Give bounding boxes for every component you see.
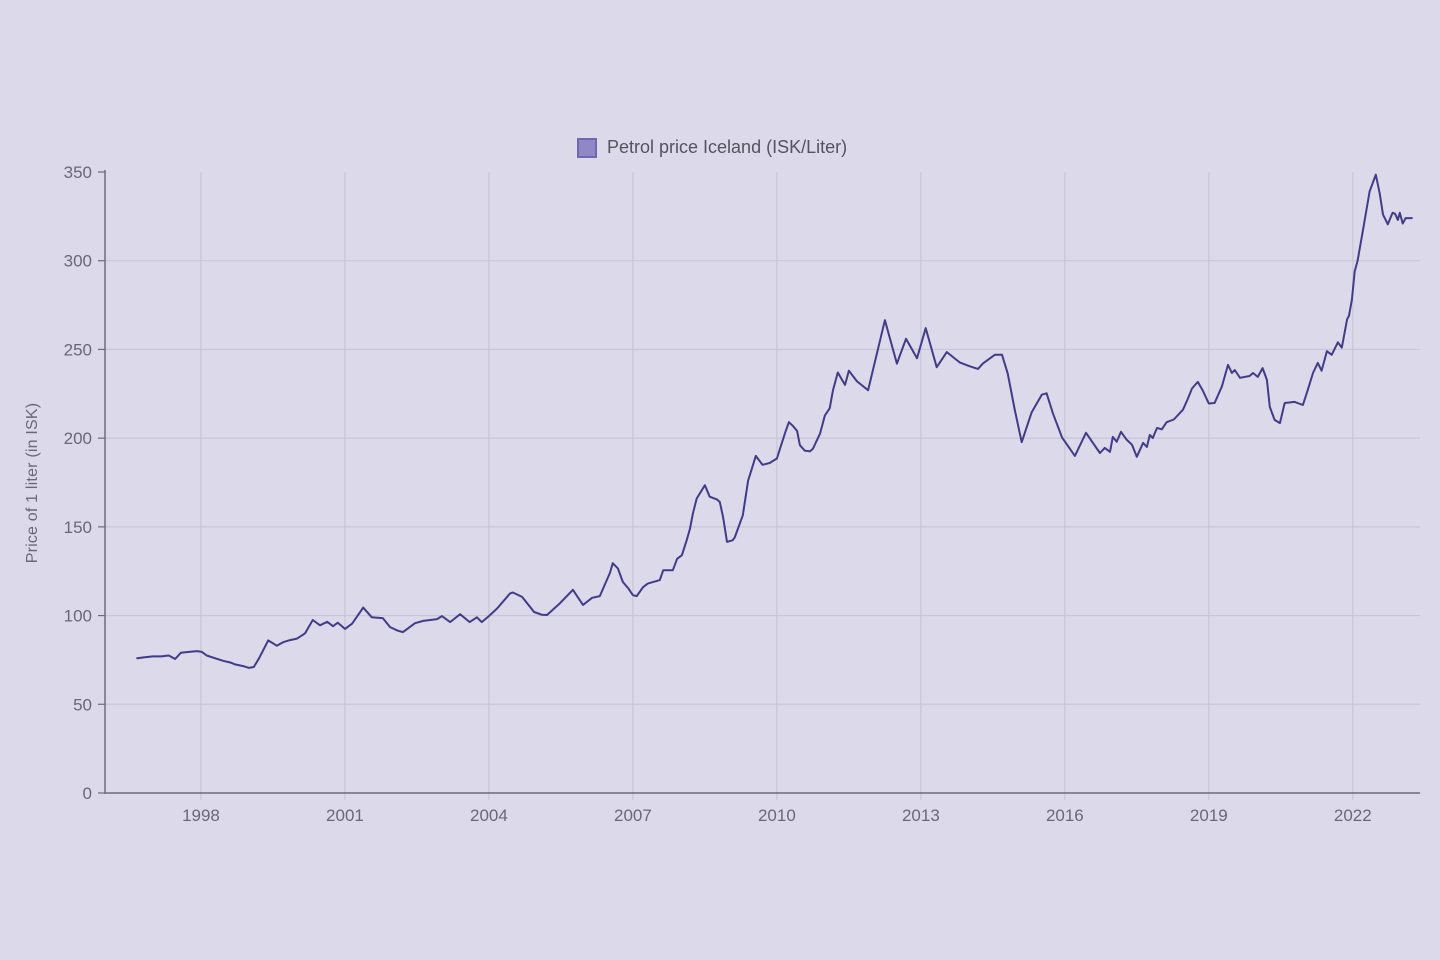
y-tick-label: 250 [64,340,92,359]
x-tick-label: 2001 [326,806,364,825]
x-tick-label: 2007 [614,806,652,825]
y-tick-label: 50 [73,695,92,714]
x-tick-label: 2010 [758,806,796,825]
y-axis-title: Price of 1 liter (in ISK) [24,402,41,564]
price-line [136,173,1413,669]
x-tick-label: 1998 [182,806,220,825]
legend[interactable]: Petrol price Iceland (ISK/Liter) [577,137,847,158]
x-tick-label: 2019 [1190,806,1228,825]
x-tick-label: 2004 [470,806,508,825]
y-tick-label: 350 [64,163,92,182]
x-tick-label: 2013 [902,806,940,825]
y-tick-label: 0 [83,784,92,803]
legend-swatch-icon [577,137,597,158]
x-tick-label: 2016 [1046,806,1084,825]
x-tick-label: 2022 [1334,806,1372,825]
y-tick-label: 100 [64,607,92,626]
y-tick-label: 300 [64,252,92,271]
y-tick-label: 150 [64,518,92,537]
y-tick-label: 200 [64,429,92,448]
legend-label: Petrol price Iceland (ISK/Liter) [607,137,848,157]
